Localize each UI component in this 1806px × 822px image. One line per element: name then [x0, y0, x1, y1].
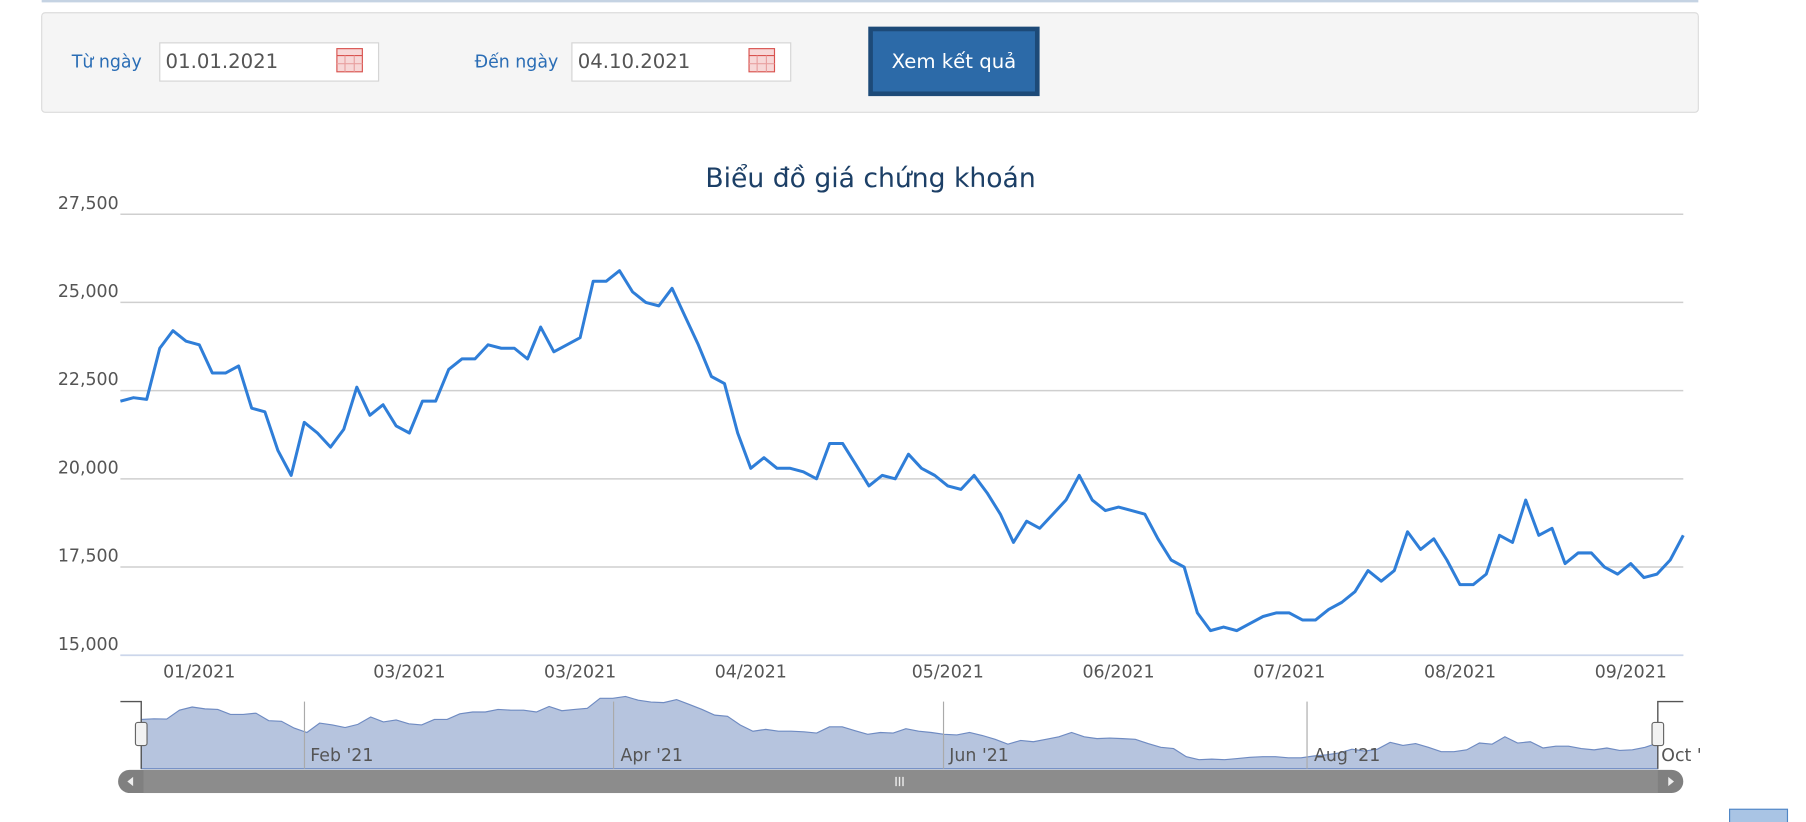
- handle[interactable]: [134, 721, 148, 747]
- from-value: 01.01.2021: [166, 50, 279, 73]
- corner-widget: [1729, 808, 1789, 822]
- navigator-frame: [120, 700, 1684, 769]
- scroll-arrow: [1668, 776, 1675, 787]
- y-tick-label: 22,500: [58, 370, 119, 390]
- y-tick-label: 25,000: [58, 282, 119, 302]
- x-tick-label: 07/2021: [1253, 663, 1325, 683]
- navigator-area: [140, 695, 1659, 770]
- navigator-label: Apr '21: [621, 746, 683, 766]
- y-tick-label: 20,000: [58, 458, 119, 478]
- y-tick-label: 17,500: [58, 547, 119, 567]
- navigator-label: Oct ': [1661, 746, 1701, 766]
- y-tick-label: 27,500: [58, 194, 119, 214]
- x-tick-label: 08/2021: [1424, 663, 1496, 683]
- scroll-grip: [895, 776, 904, 787]
- submit-button[interactable]: [868, 26, 1040, 97]
- calendar-icon[interactable]: [748, 48, 776, 73]
- scroll-arrow: [127, 776, 134, 787]
- plot: 15,000 17,500 20,000 22,500 25,000 27,500 01/2…: [58, 194, 1702, 794]
- calendar-icon[interactable]: [336, 48, 363, 73]
- x-tick-label: 03/2021: [373, 663, 445, 683]
- price-line: [120, 269, 1685, 633]
- navigator-label: Jun '21: [948, 746, 1009, 766]
- x-tick-label: 09/2021: [1595, 663, 1667, 683]
- x-tick-label: 03/2021: [544, 663, 616, 683]
- to-value: 04.10.2021: [578, 50, 691, 73]
- handle[interactable]: [1651, 721, 1665, 747]
- y-tick-label: 15,000: [58, 635, 119, 655]
- scrollbar-thumb[interactable]: [143, 769, 1658, 794]
- x-tick-label: 01/2021: [163, 663, 235, 683]
- x-tick-label: 05/2021: [912, 663, 984, 683]
- from-label: Từ ngày: [71, 53, 142, 73]
- navigator-label: Aug '21: [1314, 746, 1380, 766]
- chart-title: Biểu đồ giá chứng khoán: [705, 163, 1035, 194]
- to-label: Đến ngày: [475, 52, 559, 73]
- x-tick-label: 04/2021: [715, 663, 787, 683]
- navigator-label: Feb '21: [310, 746, 373, 766]
- submit-label: Xem kết quả: [892, 50, 1017, 73]
- x-tick-label: 06/2021: [1082, 663, 1154, 683]
